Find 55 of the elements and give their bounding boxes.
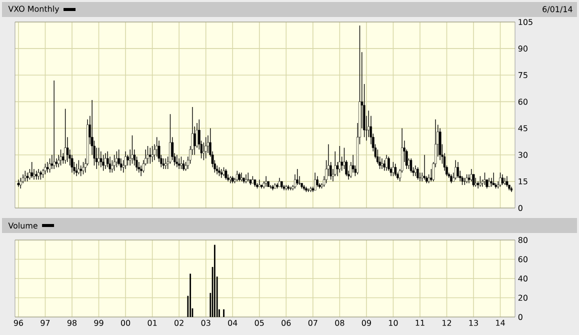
candlestick bbox=[146, 146, 149, 164]
candlestick bbox=[423, 154, 426, 180]
candlestick bbox=[30, 162, 34, 178]
candlestick bbox=[17, 179, 20, 188]
candlestick bbox=[82, 162, 84, 175]
candlestick bbox=[296, 168, 298, 186]
candlestick bbox=[176, 154, 178, 168]
candlestick bbox=[124, 150, 127, 170]
candlestick bbox=[438, 128, 442, 161]
candlestick bbox=[131, 135, 134, 164]
candlestick bbox=[456, 162, 459, 178]
candlestick bbox=[60, 149, 62, 166]
candlestick bbox=[338, 146, 341, 173]
candlestick bbox=[385, 154, 388, 172]
candlestick bbox=[224, 168, 228, 180]
candlestick bbox=[44, 163, 46, 175]
candlestick bbox=[53, 80, 56, 170]
candlestick bbox=[20, 178, 22, 189]
candlestick bbox=[102, 154, 104, 172]
candlestick bbox=[104, 152, 107, 170]
candlestick bbox=[162, 158, 165, 170]
candlestick bbox=[478, 176, 482, 188]
candlestick bbox=[264, 176, 268, 188]
candlestick bbox=[75, 163, 78, 176]
candlestick bbox=[416, 166, 419, 180]
candlestick bbox=[316, 176, 318, 188]
candlestick bbox=[492, 172, 495, 186]
candlestick bbox=[470, 168, 472, 182]
candlestick bbox=[115, 150, 118, 168]
candlestick bbox=[113, 154, 116, 172]
candlestick bbox=[46, 162, 49, 173]
candlestick bbox=[204, 136, 208, 159]
candlestick bbox=[151, 146, 154, 162]
candlestick bbox=[77, 160, 80, 175]
candlestick bbox=[314, 172, 316, 191]
candlestick bbox=[164, 158, 167, 170]
candlestick bbox=[414, 165, 417, 176]
candlestick bbox=[229, 176, 232, 184]
candlestick bbox=[37, 168, 40, 180]
candlestick bbox=[240, 172, 243, 182]
candlestick bbox=[410, 158, 412, 173]
candlestick bbox=[506, 176, 508, 188]
candlestick bbox=[236, 170, 238, 182]
candlestick bbox=[182, 160, 185, 172]
candlestick bbox=[178, 158, 180, 170]
candlestick bbox=[381, 158, 384, 170]
candlestick bbox=[48, 158, 51, 173]
candlestick bbox=[501, 174, 504, 186]
candlestick bbox=[499, 172, 502, 188]
candlestick bbox=[148, 147, 152, 164]
candlestick bbox=[98, 147, 100, 166]
candlestick bbox=[64, 108, 67, 164]
candlestick bbox=[484, 172, 486, 186]
candlestick bbox=[35, 170, 38, 180]
candlestick bbox=[180, 156, 182, 170]
